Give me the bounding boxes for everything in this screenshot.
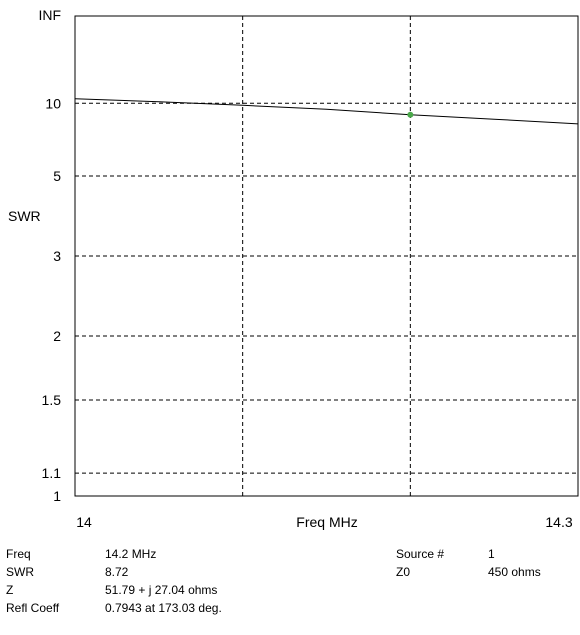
x-tick-label-start: 14 bbox=[76, 514, 92, 530]
swr-label: SWR bbox=[6, 565, 34, 579]
x-axis-label: Freq MHz bbox=[296, 514, 357, 530]
y-tick-label: 1.5 bbox=[42, 392, 62, 408]
freq-value: 14.2 MHz bbox=[105, 547, 157, 561]
z-value: 51.79 + j 27.04 ohms bbox=[105, 583, 218, 597]
z-label: Z bbox=[6, 583, 14, 597]
readout-panel: Freq 14.2 MHz SWR 8.72 Z 51.79 + j 27.04… bbox=[0, 545, 580, 635]
plot-frame bbox=[74, 15, 579, 497]
swr-series-line bbox=[74, 98, 579, 125]
source-label: Source # bbox=[396, 547, 445, 561]
y-tick-label: 10 bbox=[45, 95, 61, 111]
frequency-marker bbox=[407, 111, 414, 118]
refl-coeff-label: Refl Coeff bbox=[6, 601, 60, 615]
z0-value: 450 ohms bbox=[488, 565, 541, 579]
y-tick-label: 2 bbox=[53, 328, 61, 344]
refl-coeff-value: 0.7943 at 173.03 deg. bbox=[105, 601, 222, 615]
swr-value: 8.72 bbox=[105, 565, 129, 579]
x-tick-label-end: 14.3 bbox=[545, 514, 572, 530]
z0-label: Z0 bbox=[396, 565, 411, 579]
freq-label: Freq bbox=[6, 547, 31, 561]
grid-lines bbox=[75, 16, 578, 496]
swr-chart: INF 10 5 3 2 1.5 1.1 1 SWR 14 Freq MHz 14.3 bbox=[8, 7, 579, 530]
y-tick-label: 3 bbox=[53, 248, 61, 264]
y-axis-label: SWR bbox=[8, 208, 41, 224]
y-tick-label: 5 bbox=[53, 168, 61, 184]
y-tick-label: INF bbox=[38, 7, 61, 23]
y-tick-labels: INF 10 5 3 2 1.5 1.1 1 bbox=[38, 7, 61, 504]
y-tick-label: 1.1 bbox=[42, 465, 62, 481]
y-tick-label: 1 bbox=[53, 488, 61, 504]
source-value: 1 bbox=[488, 547, 495, 561]
